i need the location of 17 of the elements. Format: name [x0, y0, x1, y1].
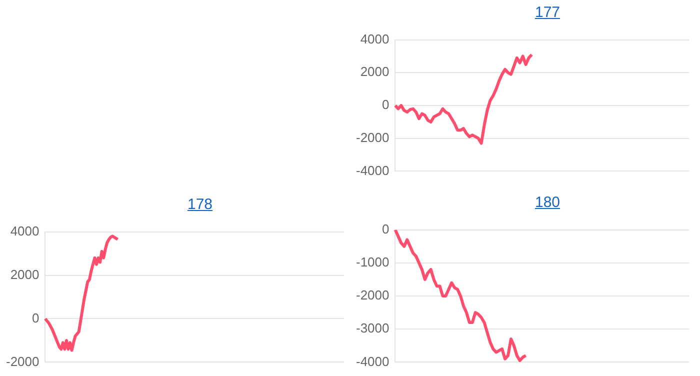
y-tick-label: 2000: [10, 266, 40, 282]
y-tick-label: -4000: [356, 354, 390, 369]
y-tick-label: 0: [32, 310, 40, 326]
y-tick-label: -2000: [356, 288, 390, 303]
y-tick-label: -2000: [6, 354, 40, 369]
y-tick-label: 4000: [10, 223, 40, 238]
y-tick-label: 0: [382, 221, 390, 236]
chart-title: 180: [534, 193, 562, 213]
y-tick-label: -3000: [356, 320, 390, 336]
y-tick-label: 2000: [360, 64, 390, 80]
y-tick-label: -1000: [356, 254, 390, 270]
y-tick-label: 0: [382, 97, 390, 112]
y-tick-label: -2000: [356, 130, 390, 145]
chart-title: 177: [534, 3, 562, 23]
y-tick-label: 4000: [360, 31, 390, 46]
y-tick-label: -4000: [356, 162, 390, 178]
chart-title: 178: [186, 195, 214, 215]
